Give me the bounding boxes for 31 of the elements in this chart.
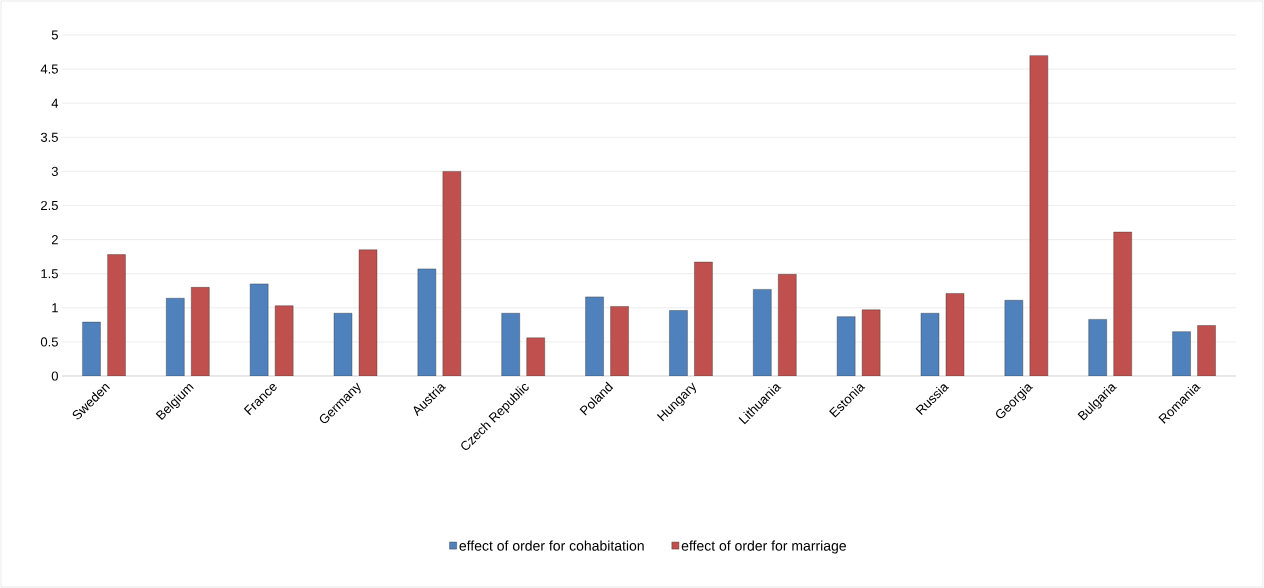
bar [526, 337, 545, 376]
bar [274, 305, 294, 376]
bar [585, 296, 604, 376]
y-tick-label: 1 [52, 303, 58, 313]
y-tick-label: 2 [51, 235, 58, 245]
bar [1197, 325, 1216, 376]
bar [694, 261, 713, 376]
bar [1088, 319, 1107, 376]
y-tick-label: 4 [51, 98, 59, 108]
y-tick-label: 4.5 [40, 64, 58, 74]
y-tick-label: 0.5 [40, 337, 58, 347]
bar [778, 274, 797, 376]
bar [1029, 55, 1049, 376]
bar [191, 287, 210, 376]
y-tick-label: 5 [51, 30, 58, 40]
y-tick-label: 1.5 [41, 269, 58, 279]
bar [166, 298, 185, 376]
bar [610, 306, 629, 376]
bar [669, 310, 688, 376]
y-tick-label: 2.5 [41, 200, 58, 211]
bar [501, 313, 520, 376]
bar [753, 289, 772, 376]
bar [82, 321, 101, 376]
y-tick-label: 3.5 [40, 132, 58, 142]
y-tick-label: 3 [51, 166, 58, 176]
bar [1113, 231, 1132, 376]
legend-label: effect of order for cohabitation [459, 540, 644, 551]
legend-label: effect of order for marriage [681, 540, 846, 554]
bar [1172, 331, 1191, 376]
bar [107, 254, 126, 376]
y-tick-label: 0 [51, 371, 58, 381]
